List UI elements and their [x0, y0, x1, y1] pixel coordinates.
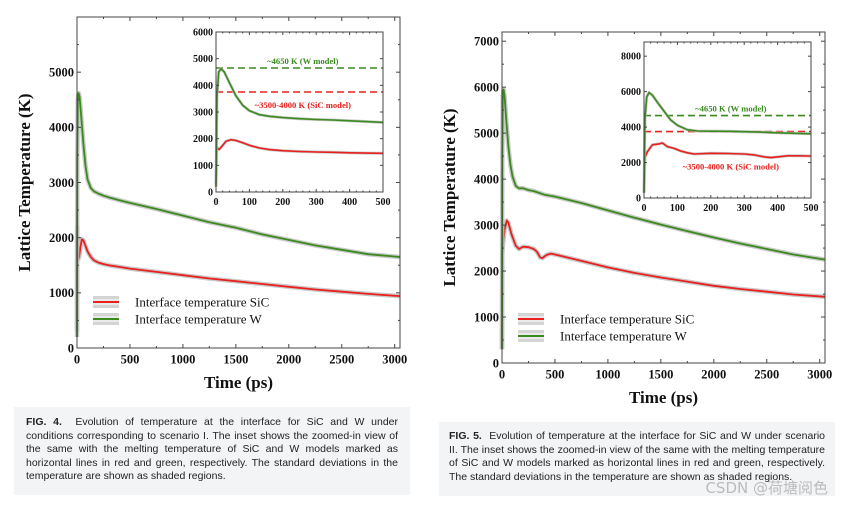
- y-tick-label: 1000: [49, 286, 74, 300]
- y-tick-label: 5000: [193, 54, 213, 65]
- x-tick-label: 1000: [170, 353, 195, 367]
- y-tick-label: 3000: [474, 218, 499, 232]
- fig5-caption-label: FIG. 5.: [449, 430, 482, 442]
- y-tick-label: 4000: [49, 121, 74, 135]
- y-tick-label: 0: [68, 341, 74, 355]
- x-tick-label: 500: [804, 203, 819, 214]
- legend-w-label: Interface temperature W: [135, 312, 263, 327]
- legend-sic-label: Interface temperature SiC: [560, 312, 694, 327]
- inset-background: [216, 32, 383, 192]
- fig4-inset-chart: ~4650 K (W model) ~3500-4000 K (SiC model…: [193, 28, 391, 209]
- sic-melting-annotation: ~3500-4000 K (SiC model): [255, 100, 352, 110]
- y-axis-title: Lattice Temperature (K): [15, 93, 34, 271]
- y-tick-label: 4000: [474, 172, 499, 186]
- y-tick-label: 5000: [49, 66, 74, 80]
- legend: Interface temperature SiC Interface tempe…: [93, 295, 269, 327]
- y-tick-label: 1000: [474, 310, 499, 324]
- legend-sic-label: Interface temperature SiC: [135, 295, 269, 310]
- legend: Interface temperature SiC Interface tempe…: [518, 312, 694, 344]
- y-tick-label: 3000: [193, 108, 213, 119]
- x-tick-label: 500: [376, 197, 391, 208]
- w-melting-annotation: ~4650 K (W model): [267, 56, 339, 66]
- x-tick-label: 1500: [223, 353, 248, 367]
- y-tick-label: 7000: [474, 35, 499, 49]
- x-tick-label: 2000: [276, 353, 301, 367]
- x-tick-label: 100: [670, 203, 685, 214]
- y-tick-label: 2000: [474, 264, 499, 278]
- series-sic-line: [643, 142, 812, 193]
- x-tick-label: 400: [342, 197, 357, 208]
- series-w-line: [643, 91, 812, 193]
- y-tick-label: 5000: [474, 127, 499, 141]
- x-tick-label: 300: [737, 203, 752, 214]
- y-tick-label: 2000: [49, 231, 74, 245]
- y-tick-label: 2000: [621, 158, 641, 169]
- y-tick-label: 1000: [193, 161, 213, 172]
- x-tick-label: 0: [214, 197, 219, 208]
- fig5-inset-chart: ~4650 K (W model) ~3500-4000 K (SiC model…: [621, 41, 819, 214]
- series-sic-line: [501, 219, 826, 350]
- y-tick-label: 0: [636, 194, 641, 205]
- x-tick-label: 500: [546, 368, 565, 382]
- x-axis-title: Time (ps): [629, 388, 698, 407]
- y-tick-label: 0: [493, 356, 499, 370]
- x-tick-label: 300: [309, 197, 324, 208]
- legend-w-label: Interface temperature W: [560, 329, 688, 344]
- fig4-caption: FIG. 4. Evolution of temperature at the …: [14, 407, 410, 495]
- x-tick-label: 3000: [807, 368, 832, 382]
- x-tick-label: 1000: [595, 368, 620, 382]
- watermark: CSDN @荷塘阅色: [705, 479, 828, 497]
- x-tick-label: 2500: [754, 368, 779, 382]
- fig5-caption: FIG. 5. Evolution of temperature at the …: [439, 422, 835, 496]
- fig5-main-chart: 0 500 1000 1500 2000 2500 30000100020003000400…: [440, 31, 832, 407]
- series-sic-line: [76, 225, 401, 332]
- plot-frame: [643, 41, 812, 199]
- x-tick-label: 400: [770, 203, 785, 214]
- fig4-caption-text: Evolution of temperature at the interfac…: [26, 416, 399, 482]
- w-melting-annotation: ~4650 K (W model): [695, 104, 767, 114]
- x-tick-label: 2000: [701, 368, 726, 382]
- x-tick-label: 0: [74, 353, 80, 367]
- x-tick-label: 200: [275, 197, 290, 208]
- y-tick-label: 4000: [193, 81, 213, 92]
- plot-frame: [501, 31, 826, 364]
- y-tick-label: 6000: [621, 87, 641, 98]
- y-tick-label: 4000: [621, 123, 641, 134]
- x-tick-label: 500: [121, 353, 140, 367]
- fig5-caption-text: Evolution of temperature at the interfac…: [449, 430, 825, 483]
- x-tick-label: 200: [703, 203, 718, 214]
- x-tick-label: 1500: [648, 368, 673, 382]
- y-tick-label: 6000: [474, 81, 499, 95]
- y-tick-label: 6000: [193, 28, 213, 39]
- x-tick-label: 3000: [382, 353, 407, 367]
- x-tick-label: 0: [499, 368, 505, 382]
- fig4-main-chart: 0 500 1000 1500 2000 2500 30000100020003000400…: [15, 16, 407, 392]
- y-tick-label: 8000: [621, 52, 641, 63]
- series-sic-line: [215, 138, 384, 185]
- x-tick-label: 2500: [329, 353, 354, 367]
- x-axis-title: Time (ps): [204, 373, 273, 392]
- fig4-caption-label: FIG. 4.: [26, 416, 62, 428]
- series-w-line: [76, 92, 401, 338]
- y-axis-title: Lattice Temperature (K): [440, 108, 459, 286]
- series-w-line: [501, 88, 826, 350]
- y-tick-label: 0: [208, 188, 213, 199]
- y-tick-label: 3000: [49, 176, 74, 190]
- series-w-line: [215, 68, 384, 187]
- x-tick-label: 100: [242, 197, 257, 208]
- y-tick-label: 2000: [193, 134, 213, 145]
- sic-melting-annotation: ~3500-4000 K (SiC model): [683, 162, 780, 172]
- x-tick-label: 0: [642, 203, 647, 214]
